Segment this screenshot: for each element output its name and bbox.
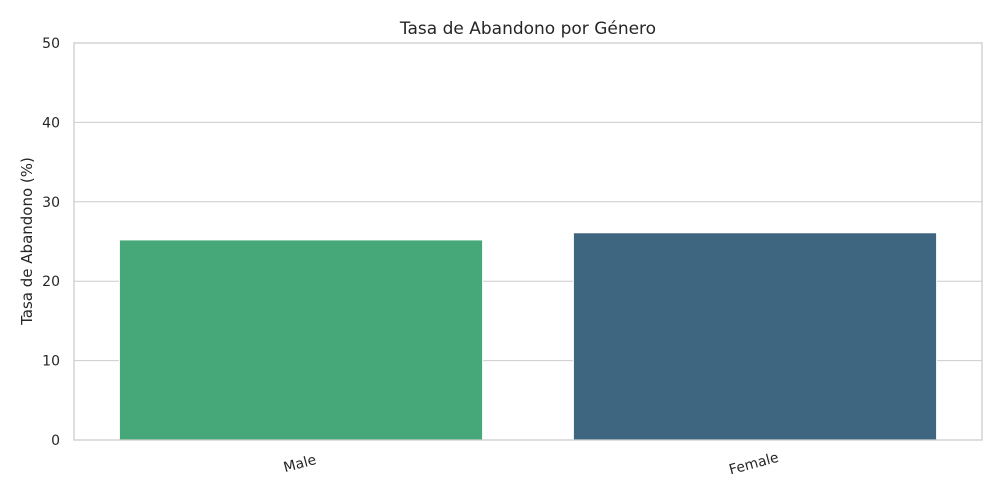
y-axis-label: Tasa de Abandono (%) xyxy=(18,157,36,326)
y-tick-label-10: 10 xyxy=(42,354,60,370)
y-tick-label-50: 50 xyxy=(42,36,60,52)
x-axis-ticks: Male Female xyxy=(282,450,781,479)
x-tick-label-female: Female xyxy=(727,450,780,479)
y-axis-ticks: 0 10 20 30 40 50 xyxy=(42,36,60,449)
y-tick-label-0: 0 xyxy=(51,433,60,449)
plot-frame xyxy=(73,42,983,441)
bar-female xyxy=(572,232,938,441)
y-tick-label-40: 40 xyxy=(42,115,60,131)
bar-male xyxy=(118,239,484,441)
bars xyxy=(118,232,938,441)
chart-title: Tasa de Abandono por Género xyxy=(399,19,656,39)
y-tick-label-30: 30 xyxy=(42,195,60,211)
y-tick-label-20: 20 xyxy=(42,274,60,290)
x-tick-label-male: Male xyxy=(282,452,318,476)
